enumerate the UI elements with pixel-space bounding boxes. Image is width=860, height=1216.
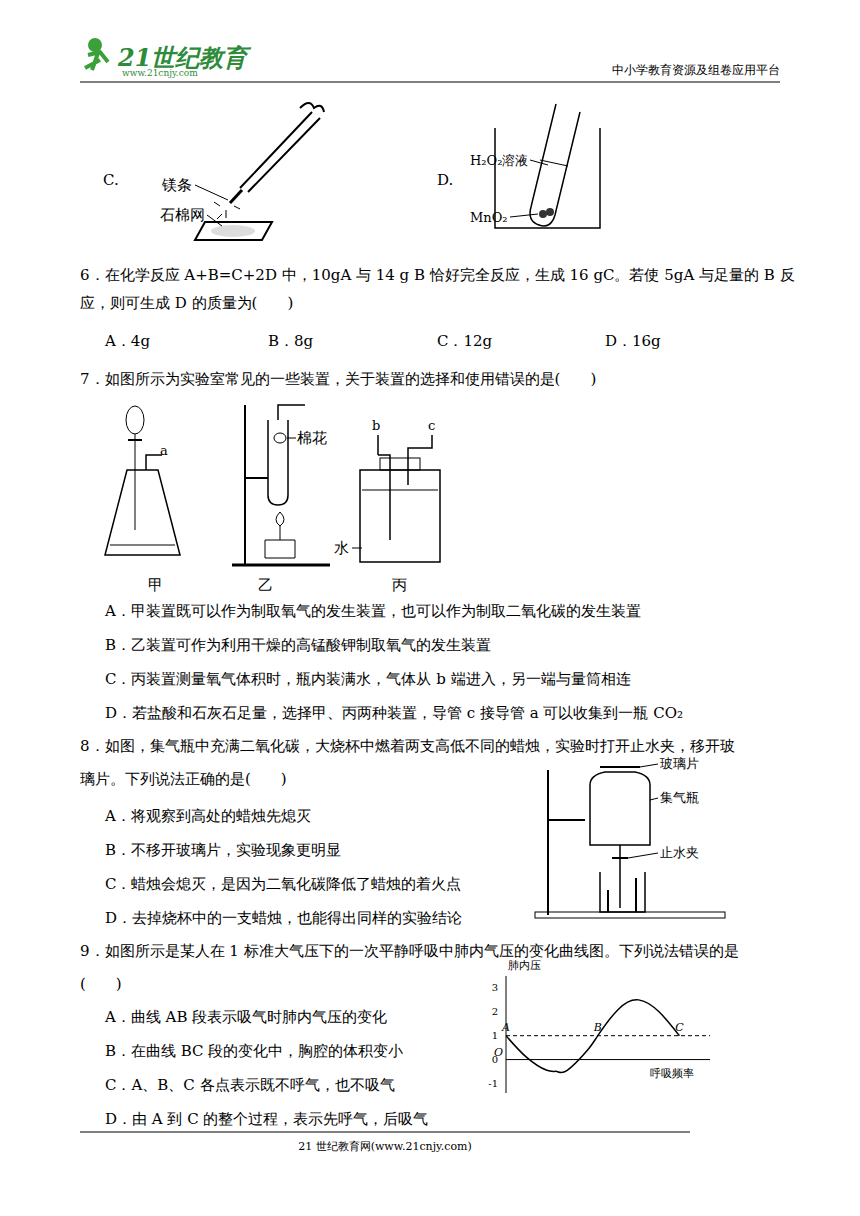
svg-text:应，则可生成 D 的质量为( ): 应，则可生成 D 的质量为( ): [80, 294, 293, 312]
svg-text:8．如图，集气瓶中充满二氧化碳，大烧杯中燃着两支高低不同的蜡: 8．如图，集气瓶中充满二氧化碳，大烧杯中燃着两支高低不同的蜡烛，实验时打开止水夹…: [80, 737, 735, 755]
svg-text:棉花: 棉花: [297, 429, 327, 447]
svg-text:中小学教育资源及组卷应用平台: 中小学教育资源及组卷应用平台: [612, 63, 780, 77]
svg-text:D．若盐酸和石灰石足量，选择甲、丙两种装置，导管 c 接导管: D．若盐酸和石灰石足量，选择甲、丙两种装置，导管 c 接导管 a 可以收集到一瓶…: [105, 704, 683, 722]
svg-text:MnO₂: MnO₂: [470, 210, 508, 225]
svg-text:璃片。下列说法正确的是( ): 璃片。下列说法正确的是( ): [80, 770, 287, 788]
svg-text:H₂O₂溶液: H₂O₂溶液: [470, 153, 528, 168]
html-text:肺内压: 肺内压: [508, 959, 541, 972]
svg-text:D.: D.: [437, 171, 453, 189]
svg-text:B．不移开玻璃片，实验现象更明显: B．不移开玻璃片，实验现象更明显: [105, 841, 341, 859]
svg-text:C: C: [675, 1021, 684, 1034]
svg-text:C．12g: C．12g: [437, 332, 493, 350]
svg-text:B．8g: B．8g: [268, 332, 314, 350]
svg-text:C．丙装置测量氧气体积时，瓶内装满水，气体从 b 端进入，另: C．丙装置测量氧气体积时，瓶内装满水，气体从 b 端进入，另一端与量筒相连: [105, 670, 631, 688]
svg-text:A．4g: A．4g: [104, 332, 150, 350]
svg-text:D．16g: D．16g: [605, 332, 661, 350]
html-text:呼吸频率: 呼吸频率: [650, 1067, 694, 1080]
svg-text:0: 0: [491, 1054, 498, 1066]
svg-text:c: c: [428, 418, 435, 433]
svg-text:止水夹: 止水夹: [660, 845, 699, 860]
svg-text:镁条: 镁条: [161, 176, 192, 194]
svg-text:甲: 甲: [148, 576, 163, 594]
svg-text:6．在化学反应 A+B=C+2D 中，10gA 与 14 g: 6．在化学反应 A+B=C+2D 中，10gA 与 14 g B 恰好完全反应，…: [80, 266, 795, 284]
svg-text:9．如图所示是某人在 1 标准大气压下的一次平静呼吸中肺内气: 9．如图所示是某人在 1 标准大气压下的一次平静呼吸中肺内气压的变化曲线图。下列…: [80, 942, 739, 960]
svg-text:A: A: [501, 1021, 510, 1034]
svg-text:( ): ( ): [80, 975, 122, 993]
svg-text:B: B: [593, 1021, 602, 1034]
svg-text:A．曲线 AB 段表示吸气时肺内气压的变化: A．曲线 AB 段表示吸气时肺内气压的变化: [104, 1008, 387, 1026]
svg-text:D．去掉烧杯中的一支蜡烛，也能得出同样的实验结论: D．去掉烧杯中的一支蜡烛，也能得出同样的实验结论: [105, 909, 462, 927]
svg-text:乙: 乙: [258, 576, 273, 594]
svg-text:B．乙装置可作为利用干燥的高锰酸钾制取氧气的发生装置: B．乙装置可作为利用干燥的高锰酸钾制取氧气的发生装置: [105, 636, 491, 654]
svg-text:3: 3: [492, 982, 498, 993]
svg-text:集气瓶: 集气瓶: [660, 790, 699, 805]
svg-text:A．甲装置既可以作为制取氧气的发生装置，也可以作为制取二氧化: A．甲装置既可以作为制取氧气的发生装置，也可以作为制取二氧化碳的发生装置: [104, 602, 641, 620]
svg-text:2: 2: [492, 1006, 498, 1017]
svg-text:水: 水: [334, 539, 349, 557]
svg-text:21 世纪教育网(www.21cnjy.com): 21 世纪教育网(www.21cnjy.com): [298, 1140, 472, 1153]
html-text:O: O: [494, 1046, 503, 1059]
svg-text:C.: C.: [103, 171, 119, 189]
svg-text:B．在曲线 BC 段的变化中，胸腔的体积变小: B．在曲线 BC 段的变化中，胸腔的体积变小: [105, 1042, 403, 1060]
svg-text:a: a: [160, 443, 168, 458]
svg-text:www.21cnjy.com: www.21cnjy.com: [122, 68, 198, 78]
svg-text:A．将观察到高处的蜡烛先熄灭: A．将观察到高处的蜡烛先熄灭: [104, 807, 311, 825]
svg-text:1: 1: [492, 1030, 498, 1041]
svg-text:丙: 丙: [392, 576, 407, 594]
svg-text:-1: -1: [488, 1078, 498, 1089]
svg-text:b: b: [372, 418, 380, 433]
svg-text:C．蜡烛会熄灭，是因为二氧化碳降低了蜡烛的着火点: C．蜡烛会熄灭，是因为二氧化碳降低了蜡烛的着火点: [105, 875, 461, 893]
svg-text:21世纪教育: 21世纪教育: [118, 43, 248, 72]
svg-text:D．由 A 到 C 的整个过程，表示先呼气，后吸气: D．由 A 到 C 的整个过程，表示先呼气，后吸气: [105, 1110, 428, 1128]
svg-text:7．如图所示为实验室常见的一些装置，关于装置的选择和使用错误: 7．如图所示为实验室常见的一些装置，关于装置的选择和使用错误的是( ): [80, 370, 596, 388]
svg-text:石棉网: 石棉网: [160, 206, 205, 224]
svg-text:玻璃片: 玻璃片: [660, 756, 699, 771]
svg-text:C．A、B、C 各点表示既不呼气，也不吸气: C．A、B、C 各点表示既不呼气，也不吸气: [105, 1076, 395, 1094]
